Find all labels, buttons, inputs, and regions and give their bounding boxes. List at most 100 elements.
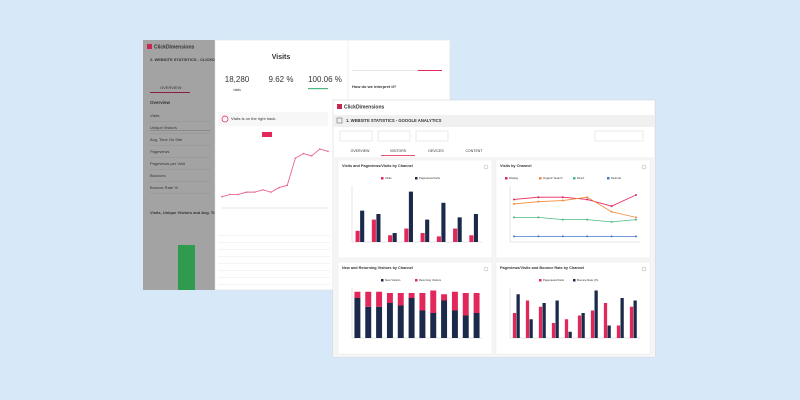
stat-value: 100.06 % (308, 75, 342, 84)
bar (590, 310, 595, 338)
bar (620, 298, 624, 338)
filter[interactable] (377, 130, 411, 142)
bar (392, 233, 397, 242)
panel-title: Visits (272, 54, 291, 61)
bar (425, 219, 430, 242)
tab-bar (352, 70, 442, 71)
point (229, 193, 231, 196)
point (286, 184, 289, 187)
bar (616, 325, 621, 338)
legend-swatch (573, 177, 576, 180)
point (278, 186, 280, 189)
point (270, 191, 272, 193)
chart-title: Pageviews/Visits and Bounce Rate by Chan… (500, 266, 584, 270)
bar-segment (386, 293, 393, 303)
bar-segment (430, 290, 437, 313)
comment-icon[interactable] (483, 164, 489, 170)
stat-value: 18,280 (225, 75, 250, 84)
point (537, 235, 540, 238)
legend-swatch (415, 279, 418, 282)
bar-segment (473, 313, 480, 338)
row-label: Bounces (150, 173, 166, 178)
point (294, 157, 297, 159)
title-bar (333, 115, 655, 127)
point (635, 235, 637, 238)
row-label: Avg. Time On Site (150, 137, 183, 142)
row-label: Pageviews (150, 149, 169, 154)
note-icon (221, 115, 229, 123)
filter[interactable] (415, 130, 449, 142)
logo (147, 44, 152, 49)
bar (516, 294, 520, 338)
point (610, 210, 613, 213)
point (537, 200, 540, 203)
tab[interactable]: CONTENT (466, 149, 484, 153)
bar-segment (419, 293, 426, 311)
tab[interactable]: DEVICES (428, 149, 444, 153)
note: Visits is on the right track. (231, 116, 277, 121)
brand: ClickDimensions (154, 44, 195, 50)
section-title: Overview (150, 100, 171, 105)
chart-card (495, 261, 651, 355)
collapse-icon (336, 117, 343, 124)
stat-value: 9.62 % (269, 75, 294, 84)
bar (633, 300, 637, 338)
legend-label: Direct (577, 176, 585, 180)
bar-segment (462, 315, 469, 338)
bar (538, 306, 543, 338)
comment-icon[interactable] (483, 266, 489, 272)
stat-label: visits (233, 88, 241, 92)
bar (371, 219, 376, 242)
legend-label: Display (509, 176, 519, 180)
chart-title: Visits, Unique Visitors and Avg. Time On… (150, 210, 236, 215)
point (586, 196, 589, 199)
chart-card (337, 159, 493, 259)
point (513, 198, 515, 201)
legend-label: New Visitors (385, 278, 401, 282)
point (610, 205, 613, 208)
bar-segment (462, 293, 469, 316)
panel-title: 2. WEBSITE STATISTICS - CLICKDIMENSIONS (150, 57, 238, 62)
bar (453, 228, 458, 242)
comment-icon[interactable] (641, 164, 647, 170)
point (610, 220, 613, 223)
point (561, 218, 564, 221)
date-filter[interactable] (594, 130, 644, 142)
progress (308, 88, 328, 90)
point (261, 189, 264, 191)
bar (355, 230, 360, 242)
bar-segment (386, 303, 393, 338)
point (561, 235, 564, 238)
bar (551, 323, 556, 338)
filter[interactable] (339, 130, 373, 142)
divider (150, 130, 210, 131)
line (513, 196, 637, 218)
tab[interactable]: OVERVIEW (351, 149, 370, 153)
bar-segment (441, 300, 448, 338)
panel-title: 1. WEBSITE STATISTICS - GOOGLE ANALYTICS (346, 118, 442, 123)
legend-label: Pageviews/Visits (419, 176, 441, 180)
row-label: Unique Visitors (150, 125, 177, 130)
bar-segment (365, 306, 372, 338)
point (586, 198, 589, 201)
bar (360, 210, 365, 242)
line (514, 216, 637, 223)
chart-card (337, 261, 493, 355)
row-label: Visits (150, 113, 159, 118)
bar (178, 245, 195, 290)
bar-segment (419, 310, 426, 338)
comment-icon[interactable] (641, 266, 647, 272)
toggle[interactable] (262, 132, 272, 137)
point (327, 150, 329, 153)
tab[interactable]: OVERVIEW (160, 85, 182, 90)
point (513, 235, 515, 238)
bar (603, 303, 608, 338)
bar (469, 235, 474, 242)
chart-card (495, 159, 651, 259)
bar (436, 236, 441, 242)
tab[interactable]: VISITORS (390, 149, 407, 153)
point (245, 191, 248, 193)
tab-underline (381, 155, 415, 156)
legend-label: Bounce Rate (%) (577, 278, 598, 282)
